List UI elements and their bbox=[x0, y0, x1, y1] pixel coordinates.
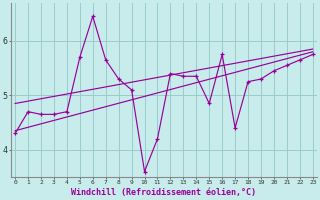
X-axis label: Windchill (Refroidissement éolien,°C): Windchill (Refroidissement éolien,°C) bbox=[71, 188, 256, 197]
